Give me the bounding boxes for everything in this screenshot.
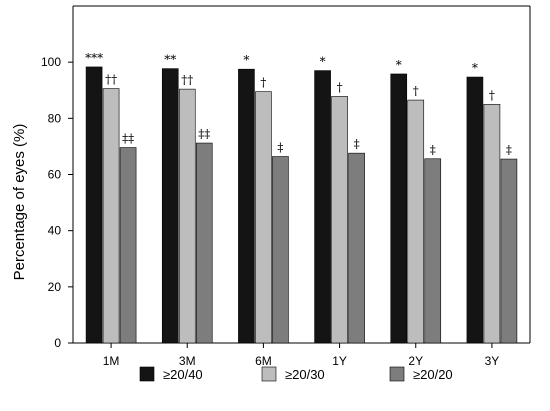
bar [390,73,408,344]
bar-annotation: ‡‡ [198,127,210,141]
y-tick-label: 60 [48,168,62,182]
bar [85,66,103,344]
legend-label: ≥20/30 [285,367,325,382]
x-ticks: 1M 3M 6M 1Y 2Y 3Y [103,343,500,368]
y-tick-label: 0 [54,336,61,350]
x-tick-label: 3Y [485,354,500,368]
bar-annotation: † [260,76,266,90]
x-tick-label: 6M [255,354,272,368]
y-axis-label: Percentage of eyes (%) [11,124,28,281]
bar [500,158,518,344]
bar-annotation: ‡ [430,143,436,157]
bar [255,91,272,344]
bar-annotation: *** [85,51,103,65]
bar-annotation: † [413,84,419,98]
bar [314,70,331,344]
bar-annotation: ‡ [354,137,360,151]
y-tick-label: 80 [48,111,62,125]
bar [161,68,179,344]
bar [178,88,196,344]
bar [424,158,442,344]
x-tick-label: 2Y [408,354,423,368]
legend-swatch [261,366,277,382]
bar-annotation: †† [181,73,193,87]
y-tick-label: 20 [48,280,62,294]
bar [331,96,348,344]
bar [102,88,120,344]
legend-swatch [389,366,405,382]
bar-annotation: * [320,55,326,69]
bar [466,76,484,344]
bar [348,152,365,344]
bar [483,103,501,344]
bar-annotation: ‡ [277,141,283,155]
y-ticks: 0 20 40 60 80 100 [41,55,73,350]
bar-annotation: * [243,53,249,67]
y-tick-label: 40 [48,224,62,238]
y-tick-label: 100 [41,55,61,69]
legend-label: ≥20/40 [163,367,203,382]
legend: ≥20/40 ≥20/30 ≥20/20 [139,366,453,382]
x-tick-label: 1Y [332,354,347,368]
legend-swatch [139,366,155,382]
legend-label: ≥20/20 [413,367,453,382]
bar-annotation: ‡ [506,143,512,157]
bar-annotation: † [489,88,495,102]
bar-annotation: * [472,61,478,75]
bar-annotation: ‡‡ [122,132,134,146]
bar-annotation: ** [164,53,176,67]
significance-annotations: ***††‡‡**††‡‡*†‡*†‡*†‡*†‡ [85,51,512,157]
bar [119,147,137,344]
x-tick-label: 3M [179,354,196,368]
bars [85,66,518,344]
bar [407,99,425,344]
bar-annotation: * [396,58,402,72]
x-tick-label: 1M [103,354,120,368]
bar-annotation: † [337,80,343,94]
bar-annotation: †† [105,73,117,87]
bar [272,156,289,344]
bar [238,68,255,344]
bar [195,142,213,344]
